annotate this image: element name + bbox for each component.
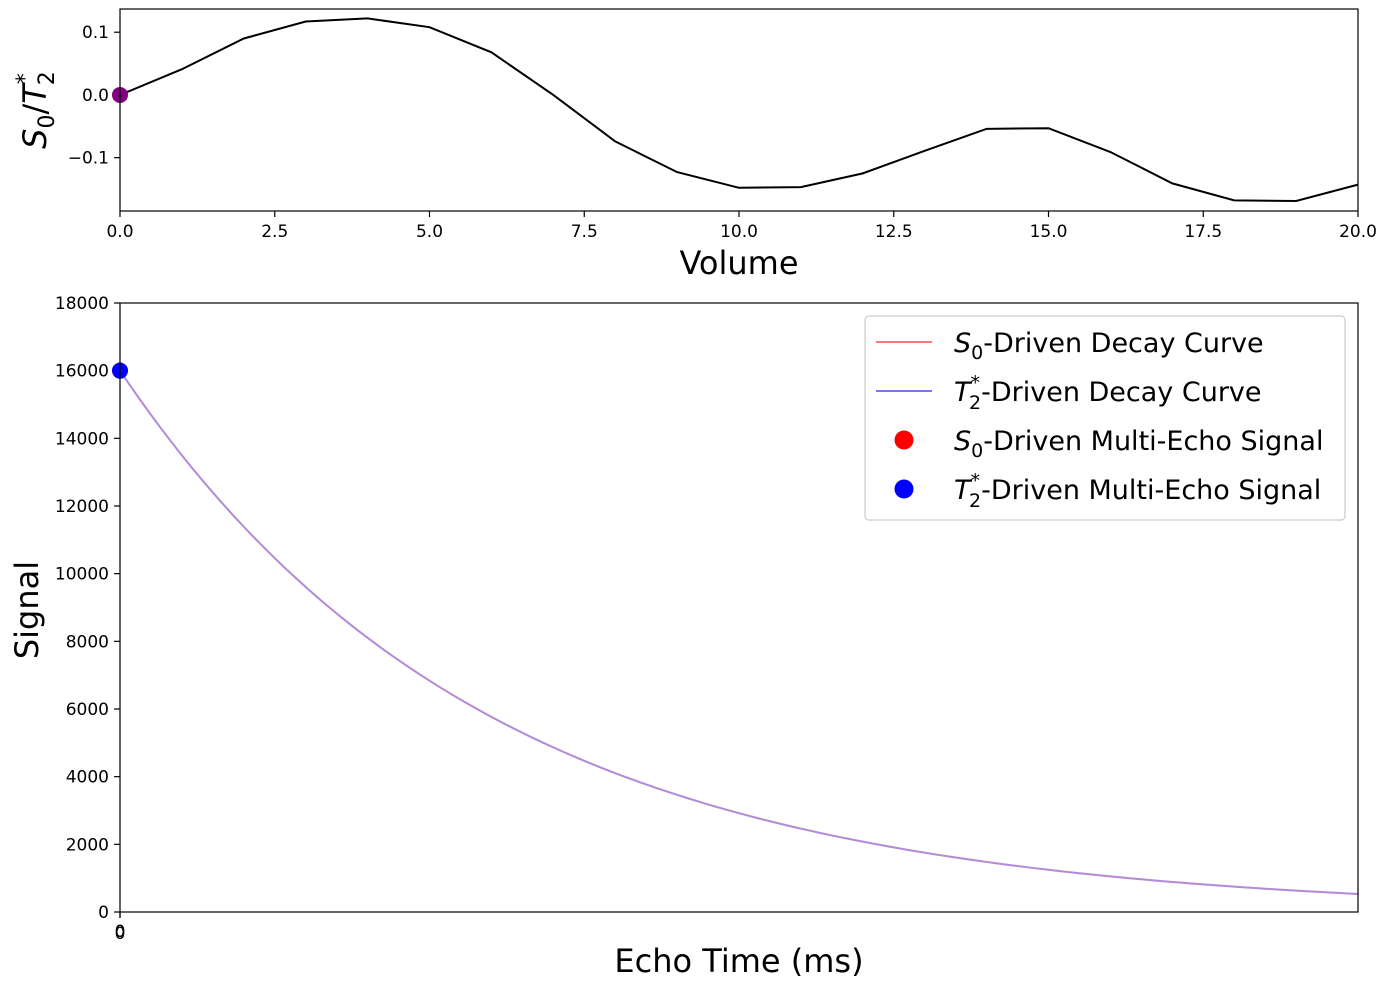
top-ticks: 0.0 2.5 5.0 7.5 10.0 12.5 15.0 17.5 20.0 0.1 0.0 −0… — [68, 23, 1377, 242]
top-series-line — [119, 17, 1359, 202]
top-x-tick-label: 7.5 — [571, 222, 598, 242]
ylabel-slash: / — [16, 104, 54, 115]
bottom-y-tick-label: 18000 — [55, 294, 109, 314]
top-chart: 0.0 2.5 5.0 7.5 10.0 12.5 15.0 17.5 20.0 0.1 0.0 −0… — [13, 8, 1377, 282]
legend-label: S0-Driven Decay Curve — [954, 328, 1264, 364]
bottom-x-tick-label: 0 — [115, 924, 126, 944]
top-y-axis-label: S0/T*2 — [13, 71, 60, 149]
ylabel-t-sub: 2 — [35, 71, 60, 85]
bottom-chart: 0 2000 4000 6000 8000 10000 12000 14000 16000 180… — [8, 294, 1359, 980]
top-x-tick-label: 2.5 — [261, 222, 288, 242]
legend-dot-swatch — [894, 479, 914, 499]
top-x-tick-label: 12.5 — [875, 222, 913, 242]
legend: S0-Driven Decay Curve T* 2-Driven Decay Cu… — [864, 315, 1346, 521]
legend-label: T* 2-Driven Decay Curve — [954, 372, 1262, 414]
bottom-y-tick-label: 4000 — [66, 768, 109, 788]
bottom-y-tick-label: 14000 — [55, 429, 109, 449]
top-x-tick-label: 0.0 — [106, 222, 133, 242]
bottom-y-tick-label: 10000 — [55, 565, 109, 585]
ylabel-t: T — [16, 82, 54, 104]
top-x-tick-label: 10.0 — [720, 222, 758, 242]
top-y-tick-label: 0.1 — [82, 23, 109, 43]
top-y-tick-label: 0.0 — [82, 86, 109, 106]
bottom-y-tick-label: 6000 — [66, 700, 109, 720]
bottom-x-axis-label: Echo Time (ms) — [614, 942, 863, 980]
legend-entry: T* 2-Driven Decay Curve — [876, 372, 1262, 414]
top-x-axis-label: Volume — [679, 244, 798, 282]
bottom-x-tick-label: 0 — [115, 922, 126, 942]
legend-entry: S0-Driven Multi-Echo Signal — [894, 426, 1323, 462]
top-y-tick-label: −0.1 — [68, 149, 109, 169]
bottom-y-tick-label: 0 — [98, 903, 109, 923]
legend-box — [864, 315, 1346, 521]
top-x-tick-label: 20.0 — [1339, 222, 1377, 242]
legend-label: S0-Driven Multi-Echo Signal — [954, 426, 1323, 462]
legend-label: T* 2-Driven Multi-Echo Signal — [954, 470, 1321, 512]
top-x-tick-label: 17.5 — [1184, 222, 1222, 242]
bottom-y-tick-label: 16000 — [55, 362, 109, 382]
bottom-y-tick-label: 12000 — [55, 497, 109, 517]
bottom-y-axis-label: Signal — [8, 561, 46, 659]
bottom-ticks: 0 2000 4000 6000 8000 10000 12000 14000 16000 180… — [55, 294, 126, 944]
top-x-tick-label: 15.0 — [1030, 222, 1068, 242]
bottom-y-tick-label: 8000 — [66, 632, 109, 652]
legend-dot-swatch — [894, 430, 914, 450]
t2star-decay-curve — [119, 370, 1359, 895]
top-plot-frame — [119, 8, 1359, 212]
bottom-plot-frame — [119, 302, 1359, 913]
legend-entry: T* 2-Driven Multi-Echo Signal — [894, 470, 1321, 512]
ylabel-s-sub: 0 — [35, 115, 60, 129]
bottom-y-tick-label: 2000 — [66, 835, 109, 855]
ylabel-s: S — [16, 129, 54, 149]
legend-entry: S0-Driven Decay Curve — [876, 328, 1264, 364]
ylabel-t-sup: * — [13, 73, 38, 84]
top-x-tick-label: 5.0 — [416, 222, 443, 242]
